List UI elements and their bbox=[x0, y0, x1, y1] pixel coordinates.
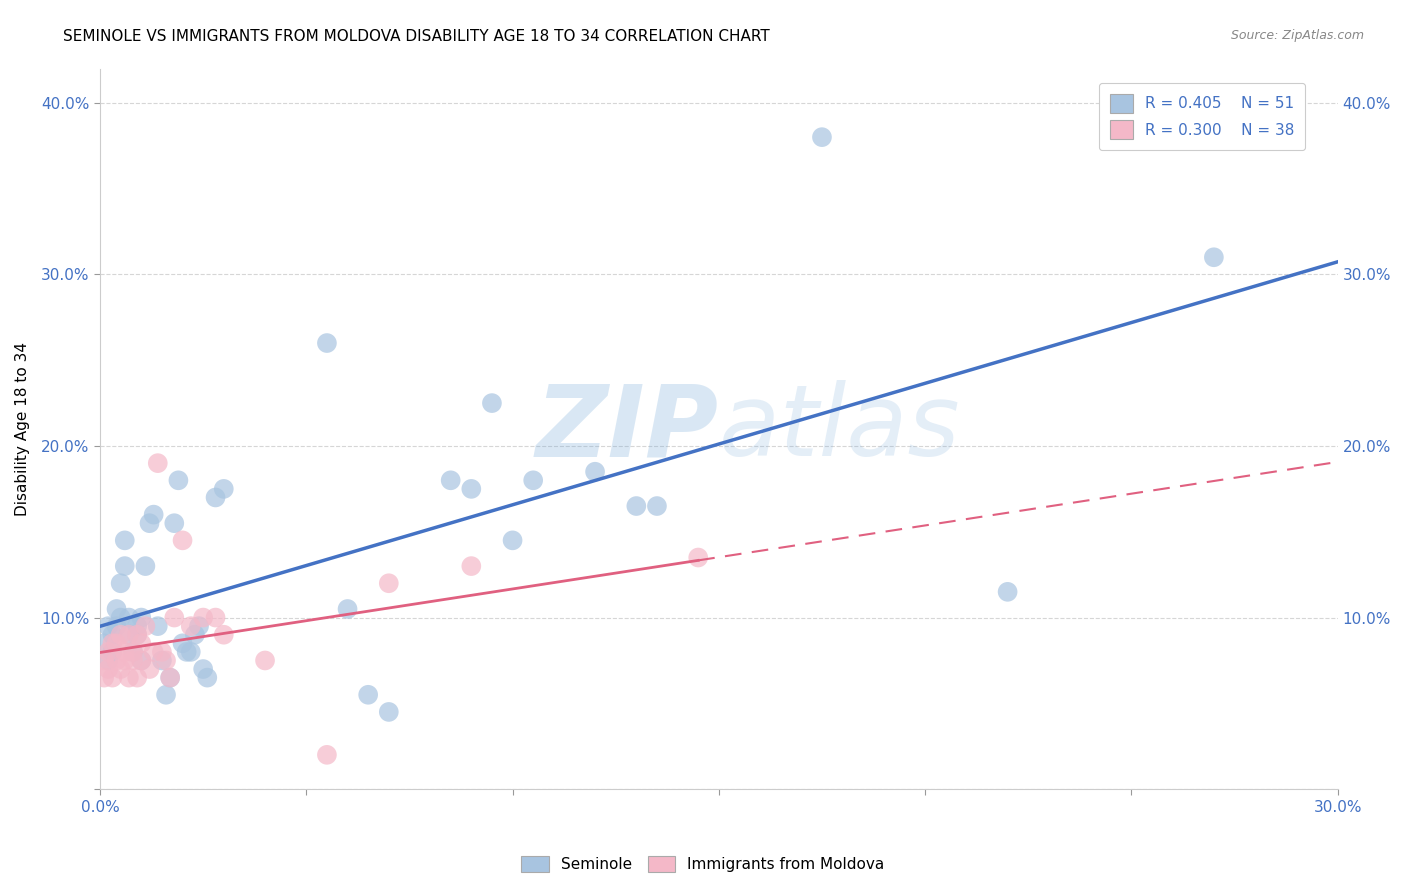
Point bbox=[114, 559, 136, 574]
Point bbox=[114, 645, 136, 659]
Point bbox=[134, 559, 156, 574]
Point bbox=[105, 602, 128, 616]
Point bbox=[195, 671, 218, 685]
Point bbox=[138, 662, 160, 676]
Point bbox=[150, 653, 173, 667]
Point bbox=[142, 508, 165, 522]
Point bbox=[127, 628, 149, 642]
Point bbox=[440, 473, 463, 487]
Point bbox=[114, 653, 136, 667]
Point bbox=[191, 610, 214, 624]
Point bbox=[105, 636, 128, 650]
Point bbox=[204, 610, 226, 624]
Y-axis label: Disability Age 18 to 34: Disability Age 18 to 34 bbox=[15, 342, 30, 516]
Point bbox=[460, 482, 482, 496]
Point bbox=[118, 610, 141, 624]
Point bbox=[129, 653, 152, 667]
Point bbox=[150, 645, 173, 659]
Point bbox=[159, 671, 181, 685]
Point bbox=[522, 473, 544, 487]
Point bbox=[105, 619, 128, 633]
Point bbox=[176, 645, 198, 659]
Text: atlas: atlas bbox=[718, 380, 960, 477]
Point bbox=[127, 671, 149, 685]
Point bbox=[105, 653, 128, 667]
Point bbox=[688, 550, 710, 565]
Point bbox=[212, 628, 235, 642]
Point bbox=[93, 653, 115, 667]
Point bbox=[204, 491, 226, 505]
Point bbox=[357, 688, 380, 702]
Point bbox=[101, 636, 124, 650]
Point bbox=[316, 336, 339, 351]
Point bbox=[172, 533, 194, 548]
Point bbox=[502, 533, 524, 548]
Point bbox=[997, 584, 1019, 599]
Point bbox=[254, 653, 277, 667]
Point bbox=[142, 645, 165, 659]
Point bbox=[118, 671, 141, 685]
Point bbox=[97, 619, 120, 633]
Point bbox=[127, 628, 149, 642]
Text: Source: ZipAtlas.com: Source: ZipAtlas.com bbox=[1230, 29, 1364, 42]
Point bbox=[188, 619, 211, 633]
Point bbox=[163, 610, 186, 624]
Point bbox=[155, 688, 177, 702]
Point bbox=[129, 610, 152, 624]
Point bbox=[191, 662, 214, 676]
Point bbox=[180, 645, 202, 659]
Text: ZIP: ZIP bbox=[536, 380, 718, 477]
Point bbox=[336, 602, 359, 616]
Point bbox=[101, 628, 124, 642]
Point bbox=[481, 396, 503, 410]
Point bbox=[114, 533, 136, 548]
Text: SEMINOLE VS IMMIGRANTS FROM MOLDOVA DISABILITY AGE 18 TO 34 CORRELATION CHART: SEMINOLE VS IMMIGRANTS FROM MOLDOVA DISA… bbox=[63, 29, 770, 44]
Point bbox=[122, 653, 145, 667]
Point bbox=[172, 636, 194, 650]
Point bbox=[110, 610, 132, 624]
Point bbox=[378, 705, 401, 719]
Point bbox=[134, 619, 156, 633]
Point bbox=[97, 645, 120, 659]
Point bbox=[129, 636, 152, 650]
Point bbox=[645, 499, 668, 513]
Point bbox=[101, 645, 124, 659]
Point bbox=[1202, 250, 1225, 264]
Point bbox=[101, 671, 124, 685]
Point bbox=[159, 671, 181, 685]
Point bbox=[138, 516, 160, 531]
Point bbox=[118, 628, 141, 642]
Point bbox=[146, 456, 169, 470]
Point bbox=[180, 619, 202, 633]
Point bbox=[184, 628, 207, 642]
Legend: Seminole, Immigrants from Moldova: Seminole, Immigrants from Moldova bbox=[513, 848, 893, 880]
Point bbox=[122, 645, 145, 659]
Point bbox=[155, 653, 177, 667]
Point bbox=[316, 747, 339, 762]
Point bbox=[583, 465, 606, 479]
Point bbox=[460, 559, 482, 574]
Point bbox=[129, 653, 152, 667]
Point bbox=[110, 576, 132, 591]
Point bbox=[97, 653, 120, 667]
Point bbox=[167, 473, 190, 487]
Point bbox=[122, 645, 145, 659]
Point bbox=[97, 662, 120, 676]
Point bbox=[146, 619, 169, 633]
Point bbox=[811, 130, 834, 145]
Point bbox=[212, 482, 235, 496]
Point bbox=[626, 499, 648, 513]
Point bbox=[163, 516, 186, 531]
Point bbox=[378, 576, 401, 591]
Legend: R = 0.405    N = 51, R = 0.300    N = 38: R = 0.405 N = 51, R = 0.300 N = 38 bbox=[1099, 83, 1305, 150]
Point bbox=[93, 671, 115, 685]
Point bbox=[127, 619, 149, 633]
Point bbox=[93, 636, 115, 650]
Point bbox=[110, 628, 132, 642]
Point bbox=[118, 628, 141, 642]
Point bbox=[110, 662, 132, 676]
